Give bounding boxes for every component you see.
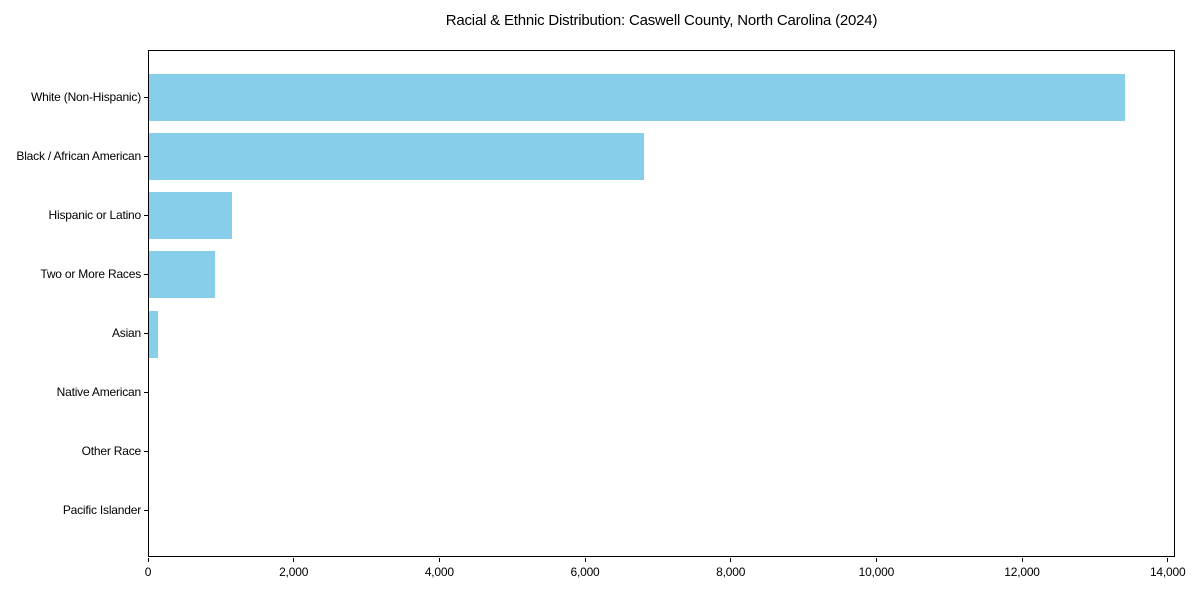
x-tick-mark: [1167, 558, 1169, 562]
bar-hispanic-or-latino: [149, 192, 232, 240]
x-tick-mark: [584, 558, 586, 562]
y-tick-mark: [144, 96, 148, 98]
bar-white-non-hispanic: [149, 74, 1125, 122]
y-tick-label: Hispanic or Latino: [48, 207, 142, 222]
chart-title: Racial & Ethnic Distribution: Caswell Co…: [445, 12, 878, 29]
y-tick-label: Two or More Races: [40, 266, 141, 281]
y-tick-mark: [144, 155, 148, 157]
x-tick-label: 0: [144, 565, 152, 579]
x-tick-label: 6,000: [570, 565, 600, 579]
bar-black-african-american: [149, 133, 644, 181]
plot-area: [148, 50, 1175, 557]
x-tick-mark: [438, 558, 440, 562]
y-tick-mark: [144, 273, 148, 275]
y-tick-label: Asian: [111, 326, 141, 341]
x-tick-label: 4,000: [424, 565, 454, 579]
bar-asian: [149, 310, 158, 358]
y-tick-label: White (Non-Hispanic): [30, 89, 141, 104]
y-tick-mark: [144, 451, 148, 453]
x-tick-mark: [1021, 558, 1023, 562]
y-tick-label: Pacific Islander: [62, 503, 141, 518]
y-tick-mark: [144, 333, 148, 335]
x-tick-label: 2,000: [279, 565, 309, 579]
x-tick-label: 8,000: [716, 565, 746, 579]
x-tick-mark: [875, 558, 877, 562]
y-tick-label: Other Race: [81, 444, 142, 459]
y-tick-mark: [144, 214, 148, 216]
y-tick-mark: [144, 510, 148, 512]
y-tick-mark: [144, 392, 148, 394]
x-tick-label: 12,000: [1004, 565, 1040, 579]
x-tick-label: 14,000: [1149, 565, 1186, 579]
y-tick-label: Black / African American: [16, 148, 141, 163]
bar-two-or-more-races: [149, 251, 215, 299]
y-tick-label: Native American: [56, 385, 142, 400]
x-tick-label: 10,000: [858, 565, 895, 579]
x-tick-mark: [147, 558, 149, 562]
x-tick-mark: [730, 558, 732, 562]
x-tick-mark: [293, 558, 295, 562]
